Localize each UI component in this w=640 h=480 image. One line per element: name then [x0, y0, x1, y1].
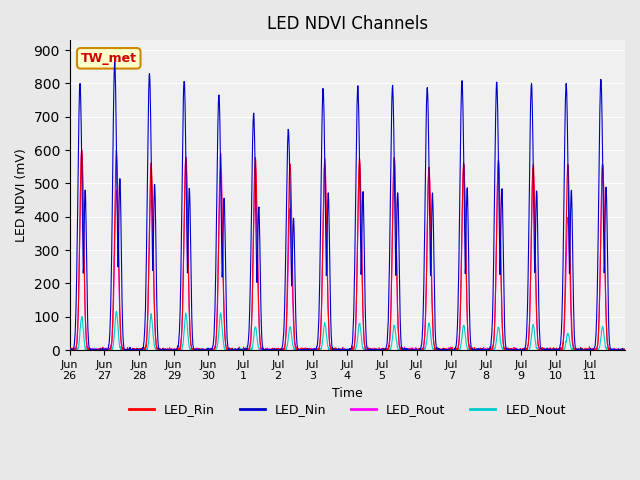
- Text: TW_met: TW_met: [81, 52, 137, 65]
- Title: LED NDVI Channels: LED NDVI Channels: [267, 15, 428, 33]
- Y-axis label: LED NDVI (mV): LED NDVI (mV): [15, 148, 28, 242]
- X-axis label: Time: Time: [332, 387, 363, 400]
- Legend: LED_Rin, LED_Nin, LED_Rout, LED_Nout: LED_Rin, LED_Nin, LED_Rout, LED_Nout: [124, 398, 571, 421]
